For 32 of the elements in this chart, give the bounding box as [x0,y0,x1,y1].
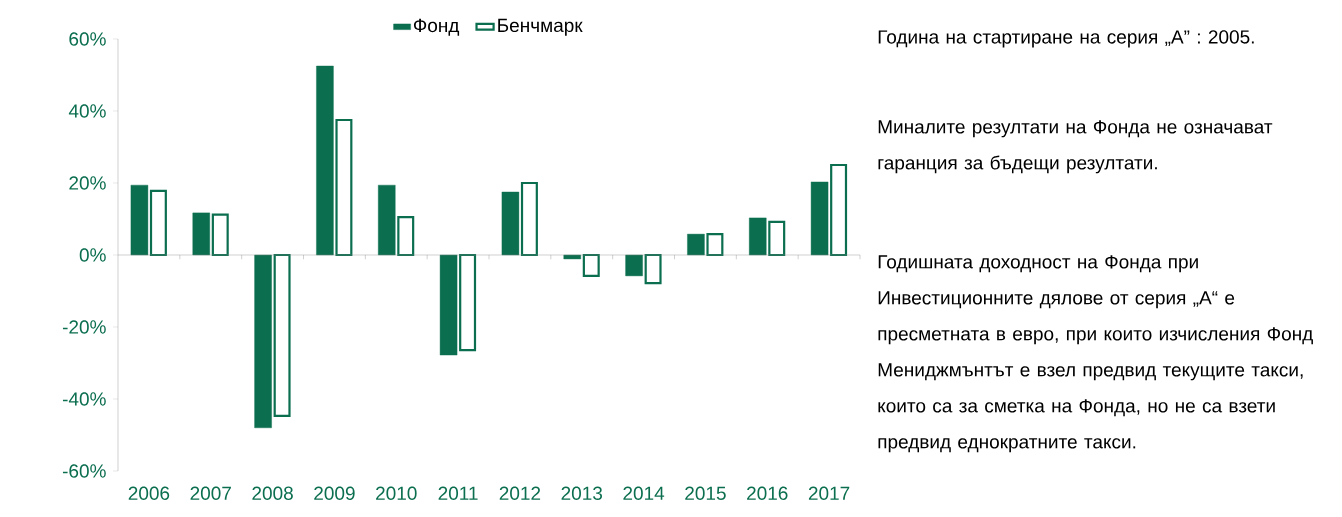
y-tick-label: -40% [62,392,106,406]
x-tick-label: 2006 [128,486,170,500]
y-tick-label: 40% [68,104,106,118]
bar [273,253,291,418]
x-tick-label: 2011 [438,486,478,500]
y-tick-label: 20% [69,176,106,190]
bar [192,212,210,256]
x-tick-label: 2017 [808,486,850,500]
bar [582,253,600,277]
legend-label: Фонд [413,18,460,36]
bar [254,254,272,428]
y-tick-label: 60% [69,32,106,46]
x-tick-label: 2012 [499,486,541,500]
y-tick-label: -20% [62,320,106,334]
x-tick-label: 2007 [190,486,231,500]
text: Миналите резултати на Фонда не означават гаранция за бъдещи резултати. [878,120,1273,174]
text: Година на стартиране на серия „А” : 2005. [878,30,1254,48]
x-tick-label: 2015 [685,486,726,500]
bar [563,254,581,260]
y-tick-label: -60% [62,464,106,478]
legend-label: Бенчмарк [498,18,583,36]
x-tick-label: 2008 [252,486,293,500]
x-tick-label: 2010 [376,486,417,500]
bar [625,254,643,277]
x-tick-label: 2009 [314,486,355,500]
bar [644,253,662,285]
text: Годишната доходност на Фонда при Инвестиционните дялове от серия „А“ е пресметната в евро, при които изчисления Фонд Мениджмънтът е взел предвид текущите такси, които са за сметка на Фонда, но не са взети предвид еднократните такси. [878,255,1313,453]
y-tick-label: 0% [79,248,106,262]
x-tick-label: 2013 [561,486,603,500]
bar [211,213,229,257]
x-tick-label: 2016 [747,486,788,500]
x-tick-label: 2014 [623,486,665,500]
